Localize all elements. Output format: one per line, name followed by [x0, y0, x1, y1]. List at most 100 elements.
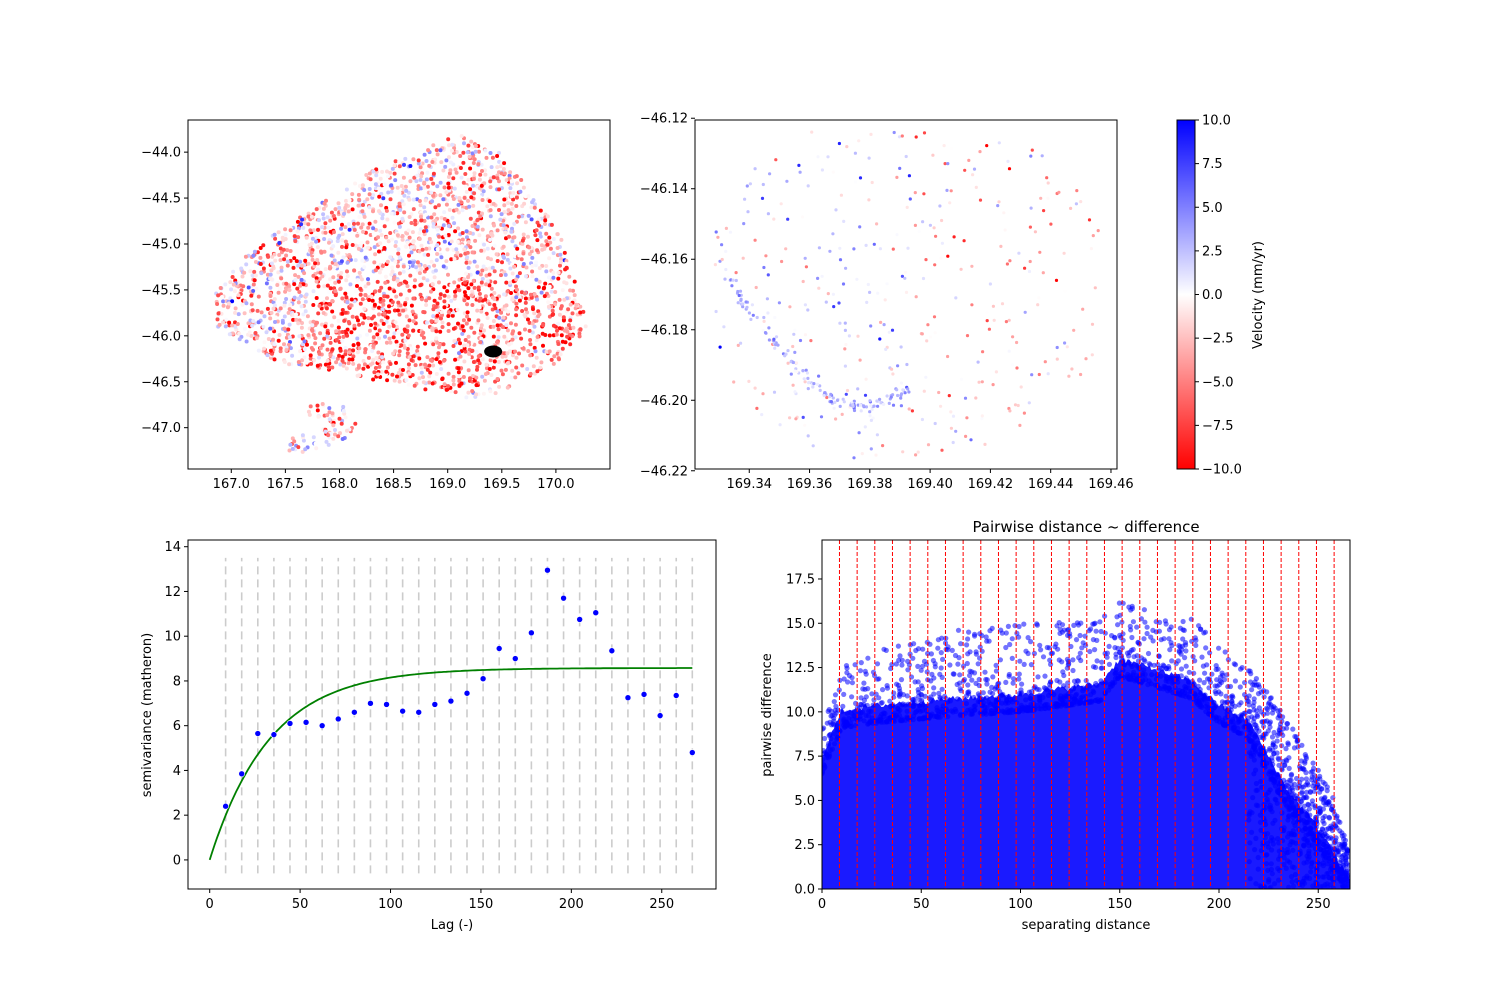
- subset-arc-point: [891, 393, 895, 397]
- subset-point: [914, 453, 918, 457]
- map-point: [285, 259, 290, 264]
- subset-point: [922, 131, 927, 135]
- pair-point: [822, 757, 826, 763]
- pair-point: [1065, 662, 1071, 668]
- map-point: [384, 369, 389, 374]
- map-point: [444, 202, 449, 207]
- map-point: [288, 228, 293, 233]
- subset-point: [1027, 401, 1031, 405]
- map-point: [529, 249, 534, 254]
- map-point: [437, 360, 442, 365]
- map-point: [547, 349, 552, 354]
- map-point: [434, 336, 439, 341]
- experimental-point: [640, 691, 648, 698]
- map-point: [513, 349, 518, 354]
- map-point: [285, 263, 290, 268]
- map-point: [278, 349, 283, 354]
- pair-point: [1078, 657, 1084, 664]
- map-point: [536, 217, 541, 222]
- subset-point: [1029, 206, 1033, 210]
- map-point: [506, 201, 510, 205]
- subset-map-y-ticks: −46.12−46.14−46.16−46.18−46.20−46.22: [640, 112, 695, 479]
- map-point: [400, 216, 405, 221]
- map-point: [363, 284, 368, 289]
- map-point: [389, 189, 394, 194]
- map-point: [358, 286, 363, 291]
- map-point: [307, 412, 312, 417]
- map-point: [339, 259, 344, 264]
- subset-point: [1023, 310, 1027, 314]
- map-point: [469, 355, 474, 360]
- map-point: [467, 317, 472, 322]
- pair-point: [871, 697, 877, 703]
- pair-point: [1025, 635, 1031, 641]
- map-point: [313, 441, 318, 446]
- bin-markers: [224, 557, 694, 874]
- map-point: [408, 273, 413, 278]
- map-point: [377, 336, 381, 341]
- map-point: [544, 264, 549, 268]
- pair-point: [1299, 742, 1305, 748]
- map-point: [299, 304, 304, 309]
- subset-point: [945, 188, 949, 192]
- map-point: [442, 217, 447, 221]
- subset-point: [916, 450, 920, 454]
- map-point: [522, 201, 527, 206]
- subset-point: [891, 247, 895, 251]
- map-point: [253, 331, 258, 335]
- map-point: [283, 227, 288, 232]
- map-point: [438, 329, 443, 334]
- pair-point: [1148, 681, 1154, 687]
- map-point: [343, 352, 348, 357]
- subset-arc-point: [749, 317, 753, 321]
- map-point: [492, 359, 497, 364]
- map-point: [429, 215, 434, 220]
- map-point: [329, 210, 334, 215]
- pair-point: [1134, 663, 1140, 669]
- map-point: [410, 373, 415, 377]
- map-point: [521, 232, 526, 237]
- map-point: [425, 355, 430, 360]
- semivariogram-ytick-label: 6: [173, 719, 181, 734]
- subset-point: [793, 390, 797, 394]
- map-point: [542, 294, 547, 299]
- pair-point: [1106, 643, 1112, 650]
- map-point: [347, 357, 352, 362]
- map-point: [531, 364, 536, 369]
- pair-point: [967, 649, 973, 655]
- subset-point: [1008, 259, 1012, 263]
- subset-point: [720, 257, 724, 262]
- map-point: [345, 300, 350, 305]
- map-point: [506, 208, 511, 213]
- subset-point: [804, 265, 809, 269]
- pair-point: [1168, 624, 1174, 630]
- pair-point: [989, 684, 995, 691]
- map-point: [381, 321, 386, 326]
- pair-point: [884, 685, 891, 691]
- map-point: [390, 372, 395, 377]
- map-point: [419, 174, 424, 179]
- pair-point: [843, 720, 849, 726]
- pair-point: [865, 655, 871, 661]
- pair-point: [1271, 729, 1277, 736]
- map-point: [464, 260, 469, 265]
- subset-point: [1039, 196, 1043, 200]
- pair-point: [937, 694, 943, 701]
- map-point: [409, 212, 414, 217]
- pair-point: [972, 703, 978, 709]
- pair-point: [999, 700, 1005, 706]
- map-point: [368, 177, 373, 182]
- pair-point: [1071, 696, 1077, 702]
- pair-point: [924, 669, 930, 675]
- subset-point: [1046, 181, 1050, 185]
- map-point: [461, 150, 466, 155]
- map-point: [395, 264, 400, 269]
- map-point: [528, 353, 533, 358]
- subset-arc-point: [731, 278, 735, 282]
- map-point: [478, 331, 483, 336]
- map-point: [254, 336, 259, 341]
- map-point: [327, 406, 332, 411]
- map-point: [503, 226, 508, 231]
- map-point: [385, 315, 390, 320]
- subset-point: [875, 222, 879, 226]
